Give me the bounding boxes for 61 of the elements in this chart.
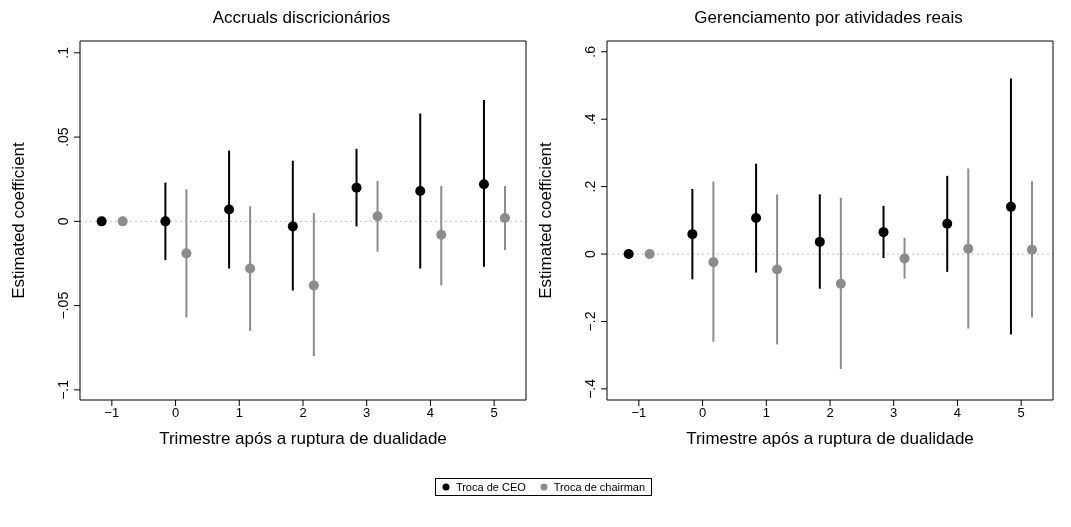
point	[1026, 244, 1037, 255]
x-tick-label: 2	[826, 405, 834, 421]
y-tick-label: .1	[55, 46, 71, 59]
point	[224, 204, 235, 215]
x-tick-label: 1	[235, 405, 243, 421]
chart-title: Accruals discricionários	[212, 8, 391, 27]
x-tick-label: 4	[953, 405, 962, 421]
point	[687, 229, 698, 240]
y-tick-label: .05	[55, 127, 71, 147]
x-tick-label: 2	[299, 405, 307, 421]
point	[772, 264, 783, 275]
x-axis-title: Trimestre após a ruptura de dualidade	[159, 429, 447, 448]
x-tick-label: 0	[698, 405, 707, 421]
point	[1005, 201, 1016, 212]
point	[415, 186, 426, 197]
x-axis-title: Trimestre após a ruptura de dualidade	[686, 429, 974, 448]
point	[160, 216, 171, 227]
x-tick-label: 1	[762, 405, 770, 421]
y-tick-label: 0	[55, 217, 71, 226]
point	[96, 216, 107, 227]
legend-label: Troca de CEO	[454, 481, 526, 493]
point	[963, 243, 974, 254]
x-tick-label: 3	[890, 405, 898, 421]
point	[878, 227, 889, 238]
x-tick-label: 3	[363, 405, 371, 421]
y-tick-label: −.05	[55, 291, 71, 320]
y-axis-title: Estimated coefficient	[9, 141, 29, 299]
y-tick-label: 0	[582, 249, 598, 258]
point	[708, 257, 719, 268]
point	[835, 278, 846, 289]
point	[899, 253, 910, 264]
y-tick-label: .6	[582, 45, 598, 58]
y-axis-title: Estimated coefficient	[536, 141, 556, 299]
chart-title: Gerenciamento por atividades reais	[694, 8, 963, 27]
x-tick-label: 0	[171, 405, 180, 421]
point	[623, 249, 634, 260]
x-tick-label: −1	[104, 405, 120, 421]
point	[308, 280, 319, 291]
x-tick-label: 4	[426, 405, 435, 421]
x-tick-label: −1	[631, 405, 647, 421]
y-tick-label: .4	[582, 113, 598, 126]
x-tick-label: 5	[490, 405, 498, 421]
y-tick-label: −.1	[55, 379, 71, 400]
point	[245, 263, 256, 274]
y-tick-label: −.4	[582, 378, 598, 399]
x-tick-label: 5	[1017, 405, 1025, 421]
point	[942, 218, 953, 229]
legend-label: Troca de chairman	[552, 481, 646, 493]
point	[372, 211, 383, 222]
y-tick-label: .2	[582, 180, 598, 193]
point	[644, 249, 655, 260]
point	[287, 221, 298, 232]
point	[478, 179, 489, 190]
point	[181, 248, 192, 259]
point	[751, 212, 762, 223]
point	[117, 216, 128, 227]
y-tick-label: −.2	[582, 311, 598, 332]
point	[499, 212, 510, 223]
point	[351, 182, 362, 193]
point	[436, 229, 447, 240]
point	[814, 236, 825, 247]
